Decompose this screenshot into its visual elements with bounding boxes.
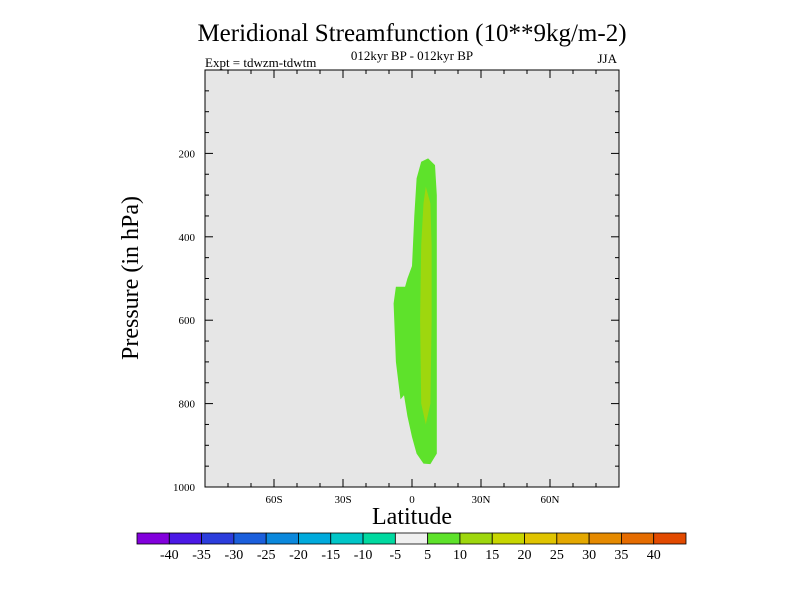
y-tick-label: 200 xyxy=(179,148,196,160)
contour-fills xyxy=(393,158,437,465)
x-tick-label: 30N xyxy=(472,494,491,506)
x-tick-label: 60S xyxy=(265,494,282,506)
colorbar-label: 20 xyxy=(518,548,532,563)
colorbar-swatch xyxy=(653,532,687,545)
y-tick-label: 800 xyxy=(179,399,196,411)
x-axis-label: Latitude xyxy=(372,504,452,530)
x-tick-label: 60N xyxy=(541,494,560,506)
colorbar-swatch xyxy=(330,532,364,545)
x-tick-label: 30S xyxy=(334,494,351,506)
colorbar-label: -35 xyxy=(192,548,211,563)
colorbar-label: 40 xyxy=(647,548,661,563)
chart-subtitle-center: 012kyr BP - 012kyr BP xyxy=(351,48,473,63)
colorbar-swatch xyxy=(556,532,590,545)
colorbar-label: 35 xyxy=(614,548,628,563)
colorbar-label: 25 xyxy=(550,548,564,563)
colorbar-label: 15 xyxy=(485,548,499,563)
contour-region-2 xyxy=(420,186,432,425)
colorbar-label: -40 xyxy=(160,548,179,563)
colorbar-swatch xyxy=(233,532,267,545)
chart-subtitle-right: JJA xyxy=(597,51,617,66)
colorbar-swatch xyxy=(362,532,396,545)
colorbar-swatch xyxy=(394,532,429,545)
colorbar-label: -5 xyxy=(390,548,402,563)
colorbar-label: 30 xyxy=(582,548,596,563)
chart-subtitle-left: Expt = tdwzm-tdwtm xyxy=(205,55,316,70)
y-tick-label: 1000 xyxy=(173,482,196,494)
colorbar-swatch xyxy=(136,532,170,545)
colorbar-label: -15 xyxy=(321,548,340,563)
chart-title: Meridional Streamfunction (10**9kg/m-2) xyxy=(197,20,626,47)
colorbar-swatch xyxy=(168,532,202,545)
colorbar-swatch xyxy=(491,532,525,545)
colorbar-label: -25 xyxy=(257,548,276,563)
colorbar xyxy=(136,532,687,545)
axis-ticks xyxy=(204,70,620,487)
colorbar-swatch xyxy=(201,532,235,545)
axis-tick-labels: 60S 30S 0 30N 60N 200 400 600 800 1000 xyxy=(173,148,560,506)
colorbar-labels: -40 -35 -30 -25 -20 -15 -10 -5 5 10 15 20 25 30 35 40 xyxy=(160,548,661,563)
y-tick-label: 400 xyxy=(179,232,196,244)
colorbar-label: -30 xyxy=(225,548,244,563)
colorbar-swatch xyxy=(265,532,299,545)
colorbar-label: -10 xyxy=(354,548,373,563)
colorbar-swatch xyxy=(524,532,558,545)
y-axis-label: Pressure (in hPa) xyxy=(118,196,144,360)
colorbar-label: 5 xyxy=(424,548,431,563)
colorbar-swatch xyxy=(588,532,622,545)
colorbar-label: 10 xyxy=(453,548,467,563)
colorbar-swatch xyxy=(427,532,461,545)
colorbar-swatch xyxy=(459,532,493,545)
colorbar-swatch xyxy=(621,532,655,545)
colorbar-swatch xyxy=(298,532,332,545)
y-tick-label: 600 xyxy=(179,315,196,327)
x-tick-label: 0 xyxy=(409,494,415,506)
colorbar-label: -20 xyxy=(289,548,308,563)
